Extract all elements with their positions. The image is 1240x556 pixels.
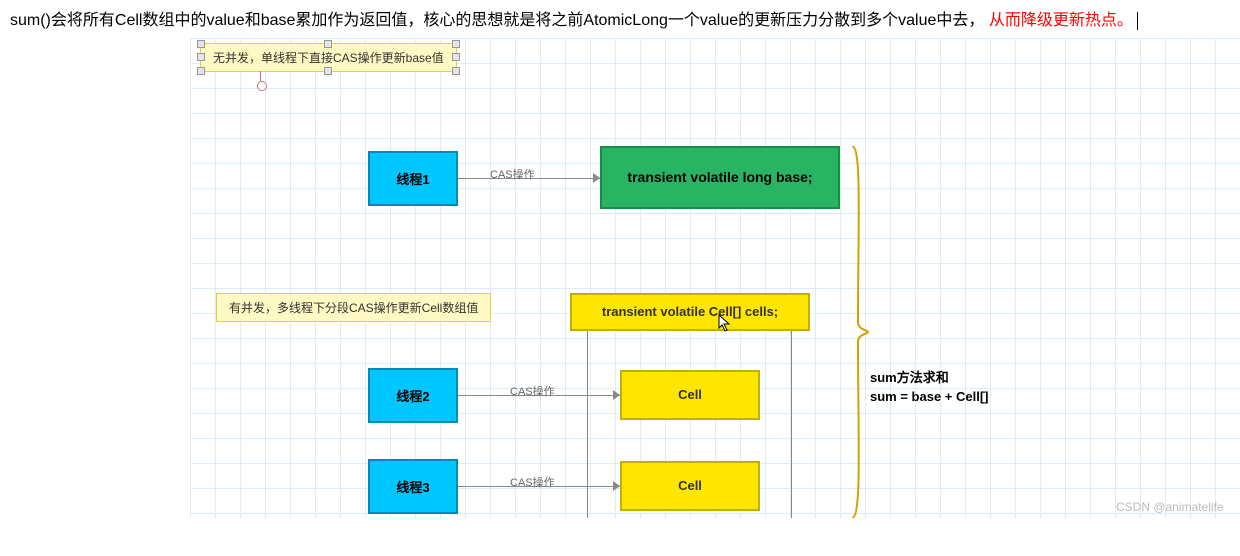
struct-left-line <box>587 331 588 518</box>
description-highlight: 从而降级更新热点。 <box>989 12 1133 29</box>
description-text: sum()会将所有Cell数组中的value和base累加作为返回值，核心的思想… <box>0 0 1240 38</box>
description-part1: sum()会将所有Cell数组中的value和base累加作为返回值，核心的思想… <box>10 12 984 29</box>
resize-handle[interactable] <box>452 40 460 48</box>
arrow-t1-label: CAS操作 <box>490 166 535 182</box>
cell-2-box[interactable]: Cell <box>620 461 760 511</box>
struct-right-line <box>791 331 792 518</box>
arrow-t3-label: CAS操作 <box>510 474 555 490</box>
cells-header-box[interactable]: transient volatile Cell[] cells; <box>570 293 810 331</box>
cell-2-label: Cell <box>678 478 702 493</box>
arrow-t1-head <box>593 173 600 183</box>
resize-handle[interactable] <box>452 67 460 75</box>
resize-handle[interactable] <box>197 40 205 48</box>
sum-text: sum方法求和 sum = base + Cell[] <box>870 368 989 407</box>
resize-handle[interactable] <box>324 40 332 48</box>
resize-handle[interactable] <box>324 67 332 75</box>
rotate-handle-line <box>260 71 261 81</box>
resize-handle[interactable] <box>452 53 460 61</box>
note-no-concurrency-text: 无并发，单线程下直接CAS操作更新base值 <box>213 51 444 65</box>
thread-2-label: 线程2 <box>396 386 429 405</box>
note-concurrency-text: 有并发，多线程下分段CAS操作更新Cell数组值 <box>229 301 478 315</box>
thread-2-box[interactable]: 线程2 <box>368 368 458 423</box>
sum-line1: sum方法求和 <box>870 370 949 385</box>
arrow-t3-head <box>613 481 620 491</box>
thread-3-label: 线程3 <box>396 477 429 496</box>
note-concurrency[interactable]: 有并发，多线程下分段CAS操作更新Cell数组值 <box>216 293 491 322</box>
cell-1-label: Cell <box>678 387 702 402</box>
thread-1-label: 线程1 <box>396 169 429 188</box>
base-box-label: transient volatile long base; <box>627 169 812 185</box>
base-box[interactable]: transient volatile long base; <box>600 146 840 209</box>
watermark-text: CSDN @animatelife <box>1116 500 1224 514</box>
diagram-canvas: 无并发，单线程下直接CAS操作更新base值 有并发，多线程下分段CAS操作更新… <box>190 38 1240 518</box>
thread-3-box[interactable]: 线程3 <box>368 459 458 514</box>
cell-1-box[interactable]: Cell <box>620 370 760 420</box>
resize-handle[interactable] <box>197 67 205 75</box>
note-no-concurrency[interactable]: 无并发，单线程下直接CAS操作更新base值 <box>200 43 457 72</box>
arrow-t2-label: CAS操作 <box>510 383 555 399</box>
cells-header-label: transient volatile Cell[] cells; <box>602 304 778 319</box>
rotate-handle[interactable] <box>257 81 267 91</box>
sum-line2: sum = base + Cell[] <box>870 389 989 404</box>
arrow-t2-head <box>613 390 620 400</box>
text-cursor <box>1137 12 1138 30</box>
brace-icon <box>850 146 870 518</box>
resize-handle[interactable] <box>197 53 205 61</box>
thread-1-box[interactable]: 线程1 <box>368 151 458 206</box>
